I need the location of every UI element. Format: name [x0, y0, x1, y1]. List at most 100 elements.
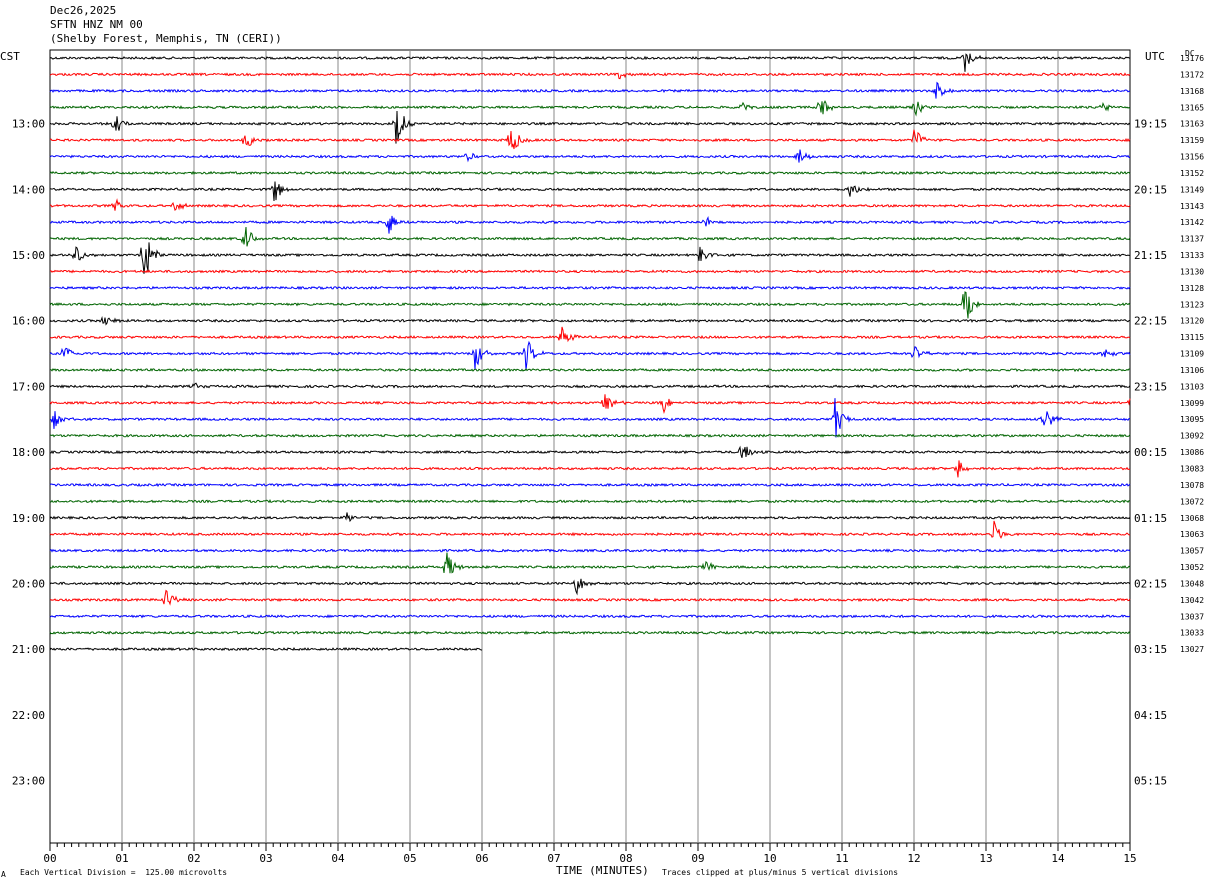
left-hour-label: 13:00 — [12, 118, 45, 131]
left-hour-label: 20:00 — [12, 577, 45, 590]
seismic-trace — [49, 242, 1130, 274]
seismic-trace — [49, 170, 1131, 176]
right-hour-label: 05:15 — [1134, 774, 1167, 787]
dc-offset-label: 13086 — [1180, 448, 1204, 457]
seismic-trace — [49, 548, 1131, 553]
x-tick-label: 08 — [619, 852, 632, 865]
scale-note: Each Vertical Division = 125.00 microvol… — [20, 868, 228, 877]
right-hour-label: 02:15 — [1134, 577, 1167, 590]
left-hour-label: 18:00 — [12, 446, 45, 459]
dc-offset-label: 13078 — [1180, 481, 1204, 490]
x-tick-label: 12 — [907, 852, 920, 865]
dc-offset-label: 13172 — [1180, 70, 1204, 79]
x-tick-label: 05 — [403, 852, 416, 865]
left-hour-label: 16:00 — [12, 315, 45, 328]
dc-offset-label: 13152 — [1180, 169, 1204, 178]
x-tick-label: 03 — [259, 852, 272, 865]
x-tick-label: 02 — [187, 852, 200, 865]
dc-offset-label: 13048 — [1180, 579, 1204, 588]
seismic-trace — [49, 72, 1131, 80]
seismic-trace — [49, 482, 1131, 488]
x-tick-label: 10 — [763, 852, 776, 865]
dc-offset-label: 13165 — [1180, 103, 1204, 112]
dc-offset-label: 13033 — [1180, 629, 1204, 638]
dc-offset-label: 13128 — [1180, 284, 1204, 293]
seismic-trace — [49, 520, 1131, 539]
seismic-trace — [49, 285, 1131, 291]
seismic-trace — [49, 589, 1131, 606]
dc-offset-label: 13142 — [1180, 218, 1204, 227]
x-tick-label: 13 — [979, 852, 992, 865]
dc-offset-label: 13027 — [1180, 645, 1204, 654]
dc-offset-label: 13109 — [1180, 350, 1204, 359]
chart-location: (Shelby Forest, Memphis, TN (CERI)) — [50, 32, 282, 45]
x-tick-label: 01 — [115, 852, 128, 865]
right-timezone-label: UTC — [1145, 50, 1165, 63]
dc-offset-label: 13052 — [1180, 563, 1204, 572]
seismic-trace — [49, 460, 1131, 478]
dc-offset-label: 13099 — [1180, 399, 1204, 408]
dc-offset-label: 13037 — [1180, 612, 1204, 621]
right-hour-label: 23:15 — [1134, 380, 1167, 393]
dc-offset-label: 13123 — [1180, 300, 1204, 309]
seismic-trace — [49, 316, 1131, 326]
dc-offset-label: 13057 — [1180, 547, 1204, 556]
dc-offset-label: 13115 — [1180, 333, 1204, 342]
seismic-trace — [49, 340, 1131, 371]
seismic-trace — [49, 53, 1131, 72]
seismic-trace — [49, 433, 1131, 438]
chart-date: Dec26,2025 — [50, 4, 117, 17]
x-tick-label: 11 — [835, 852, 848, 865]
x-tick-label: 14 — [1051, 852, 1065, 865]
x-tick-label: 04 — [331, 852, 345, 865]
dc-offset-label: 13143 — [1180, 202, 1204, 211]
seismic-trace — [49, 630, 1131, 635]
seismic-trace — [49, 578, 1131, 596]
dc-offset-label: 13083 — [1180, 465, 1204, 474]
left-hour-label: 23:00 — [12, 774, 45, 787]
dc-offset-label: 13063 — [1180, 530, 1204, 539]
right-hour-label: 04:15 — [1134, 709, 1167, 722]
seismic-trace — [49, 149, 1131, 163]
dc-offset-label: 13149 — [1180, 185, 1204, 194]
dc-offset-label: 13137 — [1180, 235, 1204, 244]
dc-offset-label: 13159 — [1180, 136, 1204, 145]
seismic-trace — [49, 198, 1131, 212]
dc-offset-label: 13072 — [1180, 497, 1204, 506]
right-hour-label: 19:15 — [1134, 118, 1167, 131]
chart-station: SFTN HNZ NM 00 — [50, 18, 143, 31]
seismic-trace — [49, 129, 1131, 150]
left-hour-label: 22:00 — [12, 709, 45, 722]
seismic-trace — [49, 81, 1131, 99]
right-hour-label: 20:15 — [1134, 183, 1167, 196]
x-tick-label: 09 — [691, 852, 704, 865]
dc-offset-label: 13168 — [1180, 87, 1204, 96]
left-hour-label: 14:00 — [12, 183, 45, 196]
left-hour-label: 15:00 — [12, 249, 45, 262]
seismic-trace — [49, 382, 1131, 389]
dc-label: DC — [1185, 49, 1195, 58]
clip-note: Traces clipped at plus/minus 5 vertical … — [662, 868, 899, 877]
left-timezone-label: CST — [0, 50, 20, 63]
x-axis-label: TIME (MINUTES) — [556, 864, 649, 877]
seismic-trace — [49, 215, 1131, 234]
seismic-trace — [49, 445, 1131, 458]
x-tick-label: 00 — [43, 852, 56, 865]
left-hour-label: 17:00 — [12, 380, 45, 393]
left-hour-label: 21:00 — [12, 643, 45, 656]
dc-offset-label: 13092 — [1180, 432, 1204, 441]
dc-offset-label: 13156 — [1180, 153, 1204, 162]
x-tick-label: 06 — [475, 852, 488, 865]
seismic-trace — [49, 614, 1131, 619]
seismic-trace — [49, 291, 1131, 319]
seismic-trace — [49, 181, 1131, 202]
dc-offset-label: 13163 — [1180, 120, 1204, 129]
corner-mark: A — [1, 870, 6, 879]
seismic-trace — [49, 394, 1131, 414]
dc-offset-label: 13133 — [1180, 251, 1204, 260]
seismic-trace — [49, 269, 1131, 274]
right-hour-label: 22:15 — [1134, 315, 1167, 328]
dc-offset-label: 13106 — [1180, 366, 1204, 375]
right-hour-label: 03:15 — [1134, 643, 1167, 656]
